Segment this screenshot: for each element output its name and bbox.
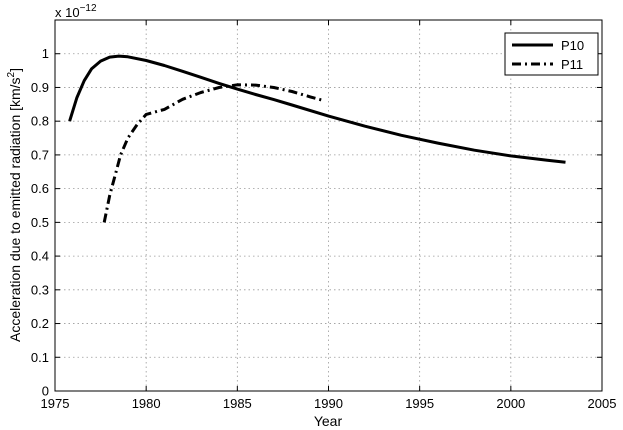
x-axis-title: Year bbox=[314, 413, 343, 429]
y-tick-label: 1 bbox=[42, 46, 49, 61]
y-tick-label: 0 bbox=[42, 384, 49, 399]
legend: P10 P11 bbox=[504, 32, 599, 76]
x-tick-label: 2000 bbox=[496, 396, 525, 411]
x-tick-label: 1980 bbox=[132, 396, 161, 411]
x-tick-label: 1985 bbox=[223, 396, 252, 411]
y-axis-title-superscript: 2 bbox=[6, 71, 17, 77]
y-tick-labels: 0 0.1 0.2 0.3 0.4 0.5 0.6 0.7 0.8 0.9 1 bbox=[31, 46, 49, 398]
series-line-p11 bbox=[102, 83, 326, 223]
legend-label-p11: P11 bbox=[561, 57, 583, 72]
exponent-base: x 10 bbox=[55, 5, 80, 20]
y-tick-label: 0.2 bbox=[31, 316, 49, 331]
axis-ticks bbox=[54, 20, 603, 392]
y-tick-label: 0.4 bbox=[31, 249, 49, 264]
y-tick-label: 0.6 bbox=[31, 181, 49, 196]
y-tick-label: 0.3 bbox=[31, 282, 49, 297]
legend-label-p10: P10 bbox=[561, 38, 584, 53]
y-tick-label: 0.7 bbox=[31, 147, 49, 162]
x-tick-label: 1975 bbox=[41, 396, 70, 411]
y-axis-title-main: Acceleration due to emitted radiation [k… bbox=[7, 77, 23, 342]
legend-box bbox=[504, 32, 599, 76]
grid-lines bbox=[55, 20, 602, 391]
y-tick-label: 0.8 bbox=[31, 114, 49, 129]
x-tick-labels: 1975 1980 1985 1990 1995 2000 2005 bbox=[41, 396, 617, 411]
x-tick-label: 2005 bbox=[588, 396, 617, 411]
y-axis-title-close: ] bbox=[7, 68, 23, 72]
x-tick-label: 1990 bbox=[314, 396, 343, 411]
y-tick-label: 0.9 bbox=[31, 80, 49, 95]
x-tick-label: 1995 bbox=[405, 396, 434, 411]
exponent-label: x 10−12 bbox=[55, 3, 97, 20]
exponent-power: −12 bbox=[80, 3, 97, 14]
y-tick-label: 0.1 bbox=[31, 350, 49, 365]
y-tick-label: 0.5 bbox=[31, 215, 49, 230]
series-layer bbox=[68, 54, 566, 223]
series-line-p10 bbox=[68, 54, 566, 164]
y-axis-title: Acceleration due to emitted radiation [k… bbox=[6, 68, 23, 342]
